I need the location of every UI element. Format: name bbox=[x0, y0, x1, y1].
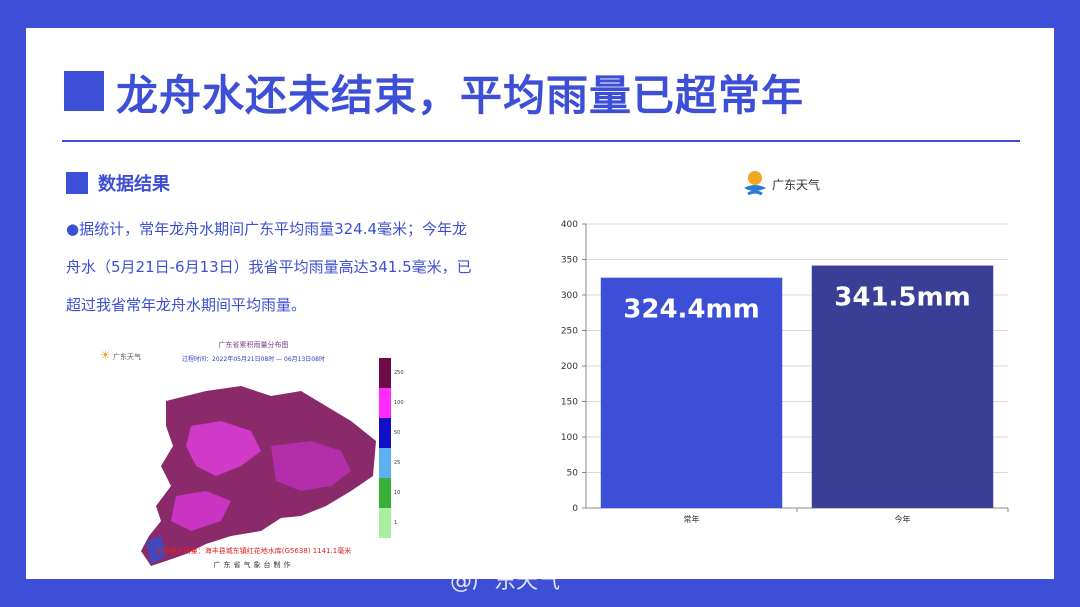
y-tick-label: 250 bbox=[561, 327, 578, 337]
weather-logo-icon bbox=[744, 171, 766, 196]
legend-cell bbox=[379, 448, 391, 478]
y-tick-label: 300 bbox=[561, 291, 578, 301]
rainfall-map: ☀ 广东天气 广东省累积雨量分布图 过程时间：2022年05月21日08时 — … bbox=[96, 328, 411, 573]
chart-logo-text: 广东天气 bbox=[772, 178, 821, 192]
legend-label: 25 bbox=[394, 460, 401, 466]
guangdong-map-shape bbox=[141, 386, 376, 566]
bar-data-label: 341.5mm bbox=[834, 283, 970, 313]
legend-label: 250 bbox=[394, 370, 404, 376]
legend-cell bbox=[379, 388, 391, 418]
legend-labels: 250 100 50 25 10 1 bbox=[394, 358, 414, 538]
y-tick-label: 0 bbox=[572, 504, 578, 514]
slide: 龙舟水还未结束，平均雨量已超常年 数据结果 ●据统计，常年龙舟水期间广东平均雨量… bbox=[26, 28, 1054, 579]
legend-cell bbox=[379, 358, 391, 388]
y-tick-label: 150 bbox=[561, 398, 578, 408]
section-title: 数据结果 bbox=[98, 174, 170, 195]
map-logo-text: 广东天气 bbox=[113, 353, 141, 361]
map-legend bbox=[379, 358, 391, 538]
map-producer: 广东省气象台制作 bbox=[213, 561, 294, 569]
y-tick-label: 50 bbox=[567, 469, 579, 479]
legend-label: 50 bbox=[394, 430, 401, 436]
result-paragraph: ●据统计，常年龙舟水期间广东平均雨量324.4毫米；今年龙舟水（5月21日-6月… bbox=[66, 220, 472, 314]
section-marker bbox=[66, 172, 88, 194]
map-subtitle: 过程时间：2022年05月21日08时 — 06月13日08时 bbox=[182, 356, 325, 363]
title-marker bbox=[64, 71, 104, 111]
y-tick-label: 200 bbox=[561, 362, 578, 372]
y-tick-label: 100 bbox=[561, 433, 578, 443]
legend-cell bbox=[379, 508, 391, 538]
map-max-rainfall: 全省最大雨量：海丰县城东镇红花地水库(G5638) 1141.1毫米 bbox=[155, 547, 352, 555]
title-divider bbox=[62, 140, 1020, 142]
bar-data-label: 324.4mm bbox=[623, 295, 759, 325]
rainfall-bar-chart: 0 50 100 150 200 250 300 350 400 324.4mm 常年 341.5mm… bbox=[561, 220, 1009, 524]
map-title: 广东省累积雨量分布图 bbox=[218, 341, 289, 349]
x-tick-label: 今年 bbox=[895, 514, 911, 524]
y-tick-label: 400 bbox=[561, 220, 578, 230]
weather-logo-icon: ☀ bbox=[100, 348, 111, 362]
bar bbox=[811, 265, 994, 508]
page-title: 龙舟水还未结束，平均雨量已超常年 bbox=[116, 71, 805, 120]
legend-cell bbox=[379, 418, 391, 448]
legend-label: 10 bbox=[394, 490, 401, 496]
y-tick-label: 350 bbox=[561, 256, 578, 266]
legend-label: 1 bbox=[394, 520, 398, 526]
weibo-watermark: @广东天气 bbox=[450, 569, 561, 594]
chart-logo: 广东天气 bbox=[740, 166, 830, 202]
legend-label: 100 bbox=[394, 400, 404, 406]
legend-cell bbox=[379, 478, 391, 508]
bar bbox=[600, 277, 783, 508]
map-logo: ☀ 广东天气 bbox=[100, 348, 141, 362]
x-tick-label: 常年 bbox=[684, 514, 700, 524]
